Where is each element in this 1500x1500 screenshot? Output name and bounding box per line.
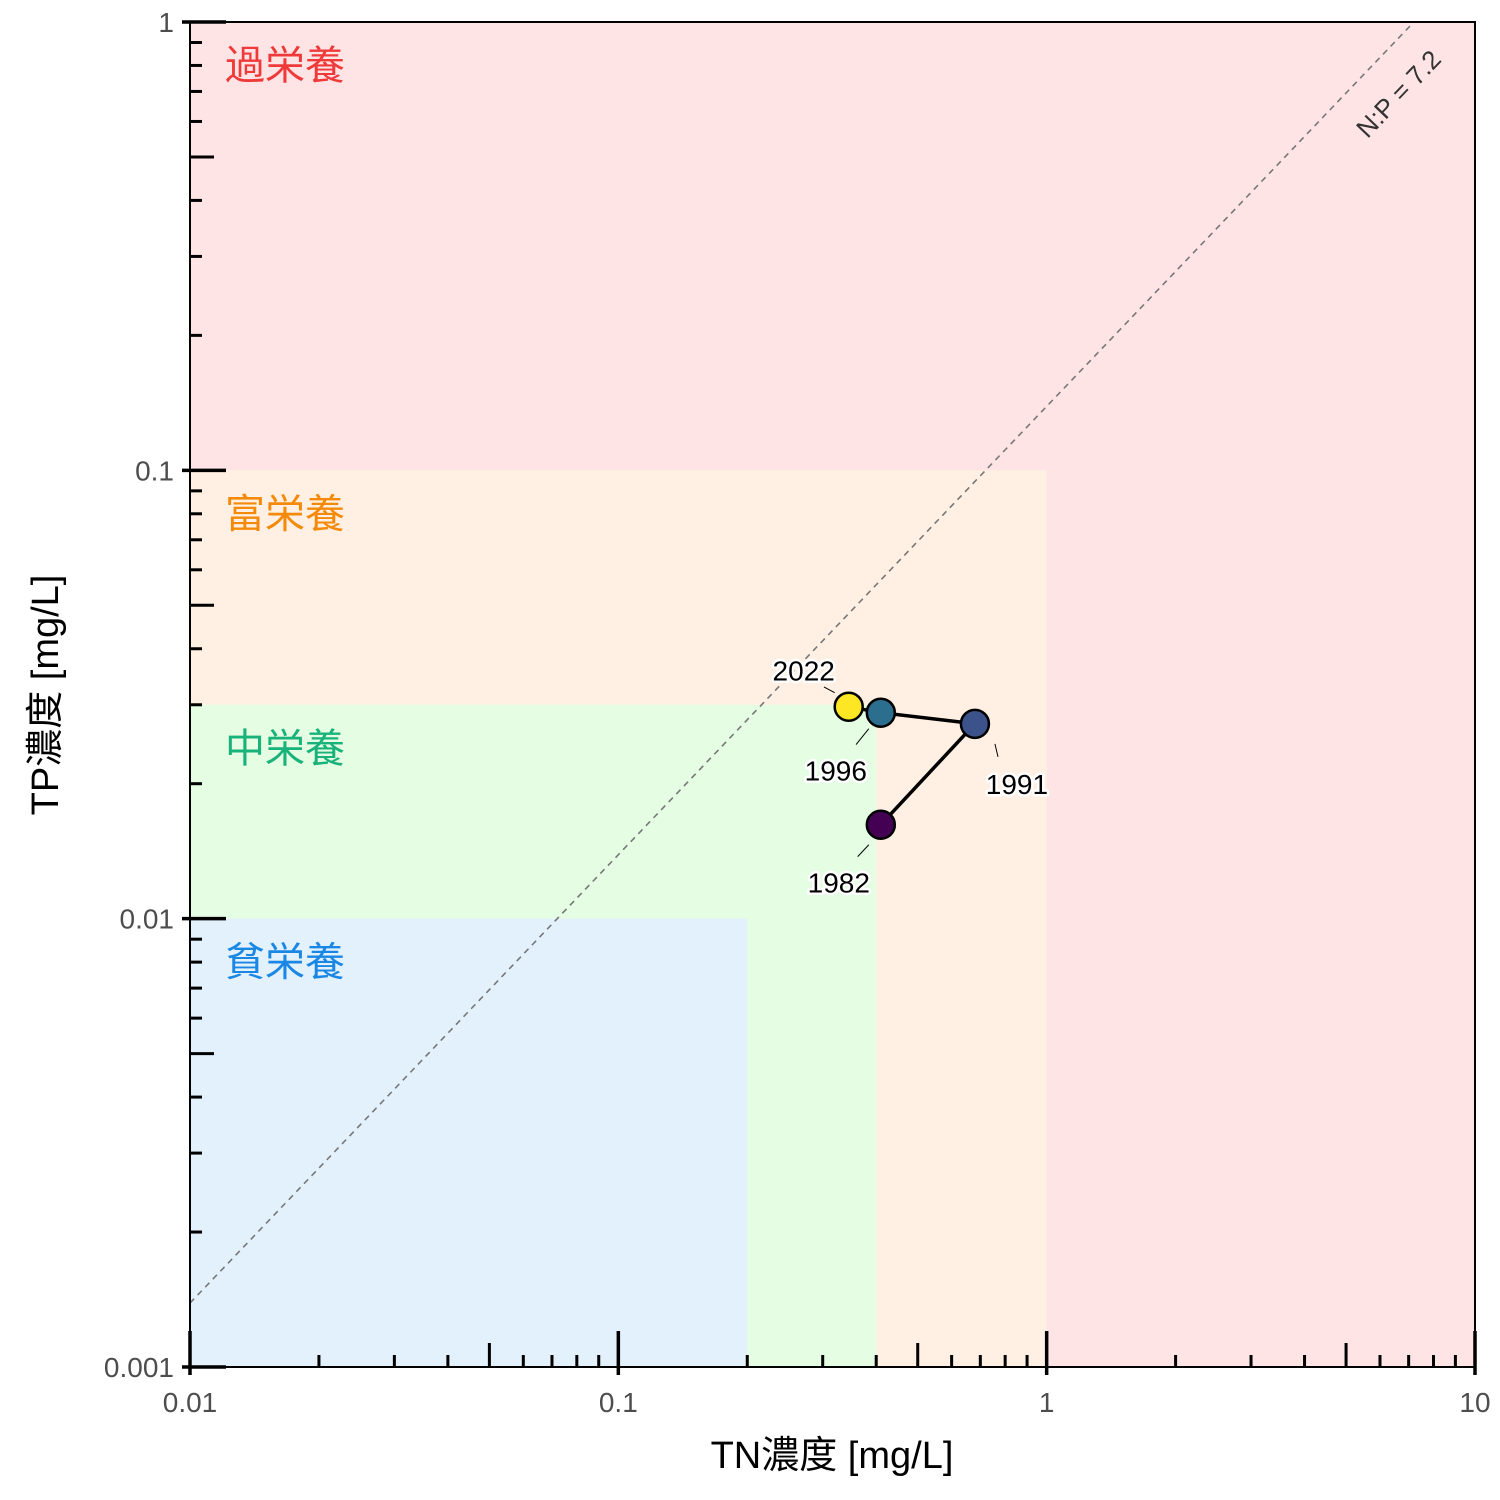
point-label-1996: 1996	[805, 756, 867, 787]
y-tick-label: 1	[158, 7, 174, 38]
x-tick-label: 0.1	[599, 1387, 638, 1418]
data-point-1991	[959, 708, 991, 740]
x-tick-label: 10	[1459, 1387, 1490, 1418]
y-tick-label: 0.01	[120, 904, 175, 935]
x-tick-label: 0.01	[163, 1387, 218, 1418]
point-leader-1991	[994, 743, 999, 757]
zone-label-0: 過栄養	[225, 43, 345, 89]
x-axis-title: TN濃度 [mg/L]	[711, 1435, 954, 1477]
zone-label-2: 中栄養	[225, 726, 345, 772]
data-point-1996	[865, 697, 897, 728]
zone-label-3: 貧栄養	[225, 940, 345, 986]
series-line	[848, 704, 977, 826]
np-ratio-dashed-line	[190, 22, 1415, 1304]
x-tick-label: 1	[1039, 1387, 1055, 1418]
plot-frame	[189, 21, 1476, 1368]
zone-3	[190, 918, 748, 1367]
y-tick-label: 0.1	[135, 455, 174, 486]
trophic-zones	[190, 22, 1475, 1367]
zone-label-1: 富栄養	[225, 491, 345, 537]
point-leader-1982	[857, 844, 870, 857]
data-point-2022	[833, 691, 864, 722]
point-leader-2022	[823, 686, 835, 694]
y-axis-title: TP濃度 [mg/L]	[25, 575, 67, 816]
point-leader-1996	[855, 728, 870, 745]
data-series: 1982 1991 1996 2022	[770, 653, 1051, 901]
y-tick-label: 0.001	[104, 1352, 174, 1383]
point-label-1991: 1991	[986, 769, 1048, 800]
point-label-2022: 2022	[773, 656, 835, 687]
data-point-1982	[865, 809, 897, 840]
point-label-1982: 1982	[808, 868, 870, 899]
axes: 0.01 0.1 1 10 0.001 0.01 0.1 1	[104, 7, 1491, 1418]
